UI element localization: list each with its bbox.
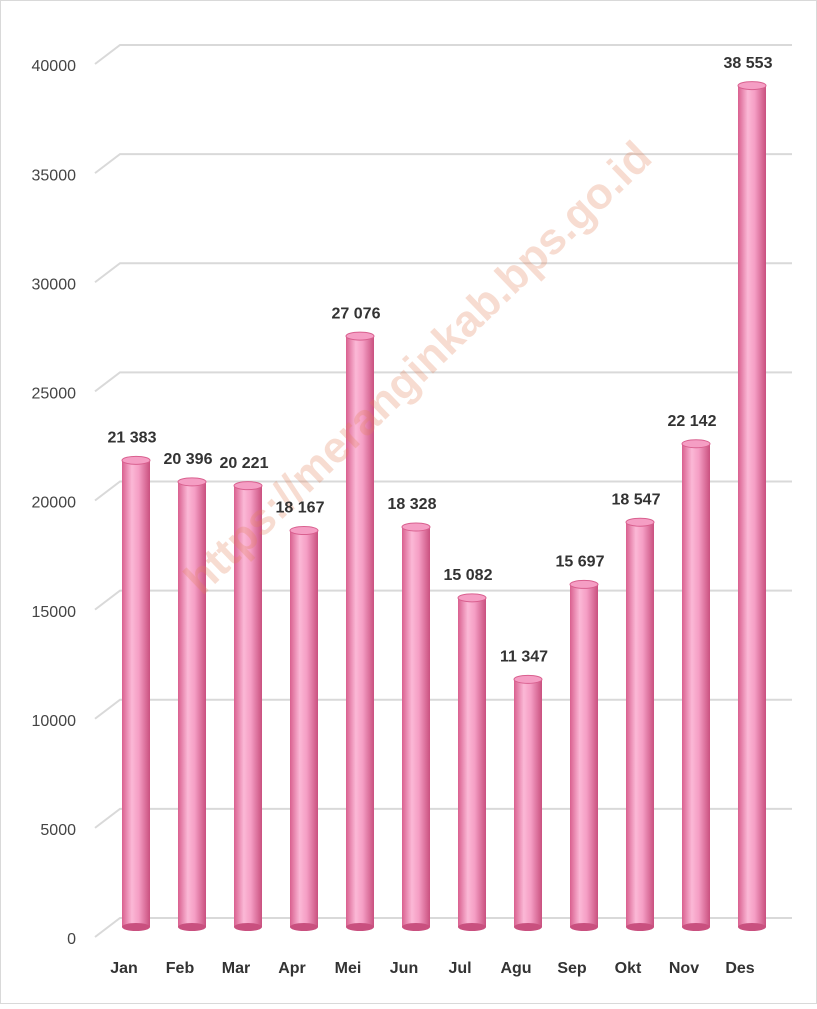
x-tick-label: Feb: [166, 960, 195, 977]
x-tick-label: Okt: [615, 960, 642, 977]
bar-cap: [569, 579, 599, 589]
value-label: 15 697: [556, 554, 605, 571]
bar: [234, 485, 262, 927]
bar-base: [570, 923, 598, 931]
bar: [738, 85, 766, 928]
bar-base: [346, 923, 374, 931]
value-label: 38 553: [724, 55, 773, 72]
bar-cap: [401, 522, 431, 532]
bar-cap: [681, 439, 711, 449]
grid-line: [94, 698, 792, 720]
value-label: 15 082: [444, 567, 493, 584]
bar-cap: [121, 455, 151, 465]
bar-cap: [513, 674, 543, 684]
bar-cap: [233, 481, 263, 491]
y-tick-label: 5000: [40, 822, 76, 839]
bar-base: [626, 923, 654, 931]
value-label: 11 347: [500, 649, 548, 666]
grid-line: [94, 153, 792, 174]
x-tick-label: Sep: [557, 960, 587, 977]
y-tick-label: 0: [67, 931, 76, 948]
bar-base: [738, 923, 766, 931]
value-label: 21 383: [108, 430, 157, 447]
y-tick-label: 25000: [32, 386, 77, 403]
bar: [682, 443, 710, 927]
y-tick-label: 40000: [32, 58, 77, 75]
x-tick-label: Mar: [222, 960, 250, 977]
x-tick-label: Nov: [669, 960, 699, 977]
bar: [122, 460, 150, 927]
bar-base: [234, 923, 262, 931]
bar-cap: [345, 331, 375, 341]
bar-cap: [625, 517, 655, 527]
value-label: 20 396: [164, 451, 213, 468]
bar-base: [290, 923, 318, 931]
y-tick-label: 30000: [32, 276, 77, 293]
bar-cap: [737, 81, 767, 91]
bar: [290, 530, 318, 927]
bar-base: [122, 923, 150, 931]
grid-line: [94, 371, 792, 393]
bar: [402, 526, 430, 927]
grid-line: [94, 807, 792, 829]
x-tick-label: Jun: [390, 960, 418, 977]
x-tick-label: Jan: [110, 960, 138, 977]
grid-line: [94, 917, 792, 938]
grid-line: [94, 589, 792, 611]
bar: [626, 522, 654, 927]
grid-line: [94, 44, 792, 65]
bar-cap: [289, 526, 319, 536]
value-label: 18 328: [388, 496, 437, 513]
grid-line: [94, 262, 792, 284]
bar-base: [402, 923, 430, 931]
bar-base: [682, 923, 710, 931]
value-label: 27 076: [332, 305, 381, 322]
value-label: 18 547: [612, 491, 661, 508]
value-label: 22 142: [668, 413, 717, 430]
grid-line: [94, 480, 792, 502]
bar: [346, 336, 374, 928]
y-tick-label: 20000: [32, 495, 77, 512]
x-tick-label: Apr: [278, 960, 306, 977]
x-tick-label: Mei: [335, 960, 362, 977]
bar: [570, 584, 598, 927]
y-tick-label: 35000: [32, 167, 77, 184]
bar-base: [178, 923, 206, 931]
bar-base: [458, 923, 486, 931]
x-tick-label: Agu: [500, 960, 531, 977]
bar-cap: [177, 477, 207, 487]
y-tick-label: 15000: [32, 604, 77, 621]
value-label: 20 221: [220, 455, 269, 472]
y-tick-label: 10000: [32, 713, 77, 730]
bar: [178, 481, 206, 927]
bar-cap: [457, 593, 487, 603]
bar: [514, 679, 542, 927]
value-label: 18 167: [276, 500, 325, 517]
x-tick-label: Jul: [448, 960, 471, 977]
bar: [458, 597, 486, 927]
x-tick-label: Des: [725, 960, 754, 977]
bar-base: [514, 923, 542, 931]
